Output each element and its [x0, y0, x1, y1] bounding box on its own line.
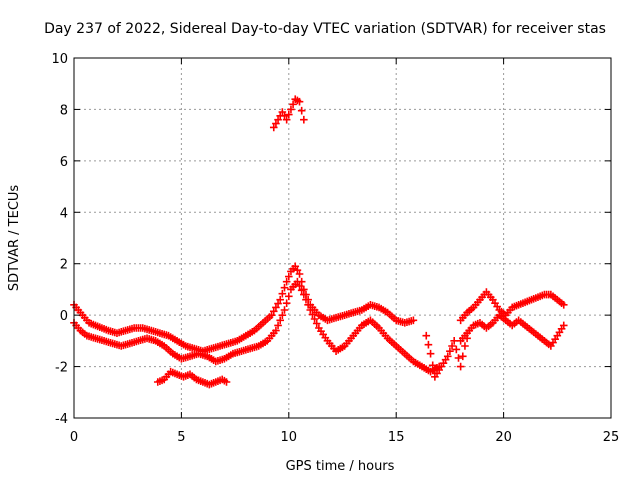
y-tick-label: 2: [60, 258, 68, 273]
data-point: [269, 307, 278, 316]
y-tick-label: 10: [51, 52, 68, 67]
data-point: [458, 352, 467, 361]
data-point: [454, 354, 463, 362]
data-point: [282, 115, 291, 124]
data-point: [222, 378, 231, 386]
data-marks: [70, 95, 568, 389]
data-point: [293, 277, 302, 286]
series-isolated-low: [153, 367, 231, 389]
grid-lines: [74, 58, 611, 418]
data-point: [274, 321, 282, 330]
data-point: [450, 337, 458, 345]
x-tick-label: 5: [177, 430, 185, 445]
chart-title: Day 237 of 2022, Sidereal Day-to-day VTE…: [44, 21, 606, 37]
y-tick-label: 8: [60, 103, 68, 118]
data-point: [446, 347, 454, 355]
data-point: [308, 310, 317, 319]
data-point: [280, 306, 289, 314]
data-point: [559, 301, 568, 309]
data-point: [448, 342, 456, 350]
data-point: [274, 299, 282, 308]
data-point: [287, 105, 295, 114]
data-point: [267, 311, 276, 319]
x-tick-label: 20: [495, 430, 512, 445]
data-point: [282, 299, 291, 307]
data-point: [559, 321, 568, 330]
data-point: [302, 295, 310, 304]
data-point: [272, 119, 280, 128]
data-point: [409, 316, 418, 325]
x-tick-label: 15: [388, 430, 405, 445]
data-point: [297, 106, 306, 115]
data-point: [452, 345, 461, 354]
series-evening-lower: [456, 311, 568, 350]
y-tick-label: 4: [60, 206, 68, 221]
data-point: [274, 115, 282, 124]
data-point: [293, 266, 302, 274]
data-point: [280, 283, 289, 292]
data-point: [285, 292, 293, 301]
series-evening-upper: [456, 288, 568, 325]
data-point: [289, 100, 297, 109]
x-tick-labels: 0 5 10 15 20 25: [70, 430, 619, 445]
x-tick-label: 25: [603, 430, 620, 445]
data-point: [461, 342, 469, 350]
y-tick-labels: -4 -2 0 2 4 6 8 10: [51, 52, 68, 427]
axis-ticks: [73, 57, 612, 419]
plot-frame: [73, 57, 612, 419]
data-point: [278, 311, 287, 319]
data-point: [300, 290, 308, 299]
data-point: [304, 301, 312, 309]
data-point: [278, 289, 287, 298]
x-axis-label: GPS time / hours: [286, 459, 395, 474]
data-point: [276, 295, 285, 304]
data-point: [297, 286, 306, 295]
data-point: [300, 115, 308, 124]
data-point: [310, 315, 319, 323]
series-lower-track: [70, 277, 443, 376]
data-point: [428, 361, 437, 370]
series-isolated-high: [269, 95, 308, 132]
data-point: [280, 112, 289, 120]
data-point: [443, 352, 452, 361]
data-point: [285, 110, 293, 119]
data-point: [295, 270, 304, 278]
data-point: [276, 316, 285, 325]
data-point: [272, 326, 280, 335]
y-tick-label: 6: [60, 155, 68, 170]
data-point: [295, 282, 304, 290]
x-tick-label: 0: [70, 430, 78, 445]
data-point: [312, 319, 321, 328]
x-tick-label: 10: [281, 430, 298, 445]
data-point: [291, 262, 300, 271]
y-tick-label: 0: [60, 309, 68, 324]
y-axis-label: SDTVAR / TECUs: [7, 185, 22, 292]
series-upper-track: [70, 262, 418, 355]
data-point: [282, 277, 291, 286]
y-tick-label: -2: [55, 361, 68, 376]
data-point: [424, 340, 433, 349]
data-point: [272, 303, 280, 312]
data-point: [295, 97, 304, 106]
data-point: [422, 331, 431, 340]
data-point: [426, 349, 435, 358]
y-tick-label: -4: [55, 412, 68, 427]
data-point: [285, 272, 293, 281]
data-point: [306, 306, 315, 314]
data-point: [278, 108, 287, 116]
data-point: [269, 123, 278, 132]
data-point: [456, 362, 465, 371]
